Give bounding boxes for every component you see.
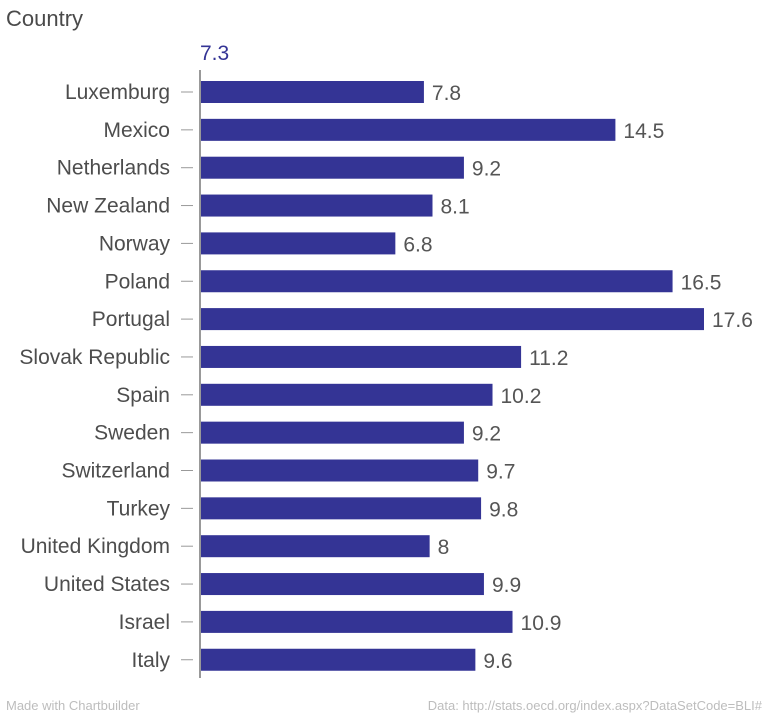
- bar-value-label: 7.8: [432, 82, 461, 105]
- bar: [201, 459, 479, 482]
- bar-value-label: 17.6: [712, 309, 753, 332]
- category-label: Switzerland: [61, 460, 170, 483]
- category-label: Italy: [131, 649, 170, 672]
- bar: [201, 270, 673, 293]
- bar: [201, 648, 476, 671]
- category-label: Israel: [119, 611, 170, 634]
- category-label: Spain: [116, 384, 170, 407]
- bar: [201, 383, 493, 406]
- chart-title: Country: [6, 6, 83, 31]
- category-label: United Kingdom: [21, 535, 170, 558]
- top-value-label: 7.3: [200, 42, 229, 65]
- bar: [201, 118, 616, 141]
- category-label: Mexico: [103, 119, 170, 142]
- footer-credit: Made with Chartbuilder: [6, 698, 140, 713]
- category-label: Norway: [99, 232, 171, 255]
- category-label: United States: [44, 573, 170, 596]
- bars-group: Luxemburg 7.8 Mexico 14.5 Netherlands 9.2 New …: [19, 81, 753, 673]
- bar-value-label: 9.6: [483, 650, 512, 673]
- bar: [201, 573, 484, 596]
- bar-value-label: 10.2: [501, 385, 542, 408]
- bar-value-label: 14.5: [623, 120, 664, 143]
- bar-value-label: 11.2: [529, 347, 568, 370]
- bar-value-label: 9.7: [486, 461, 515, 484]
- bar-value-label: 10.9: [521, 612, 562, 635]
- bar: [201, 497, 482, 520]
- bar: [201, 308, 704, 331]
- category-label: Slovak Republic: [19, 346, 170, 369]
- category-label: Portugal: [92, 308, 170, 331]
- bar: [201, 345, 522, 368]
- category-label: New Zealand: [46, 195, 170, 218]
- bar: [201, 156, 464, 179]
- bar: [201, 81, 424, 103]
- footer-source: Data: http://stats.oecd.org/index.aspx?D…: [428, 698, 763, 713]
- category-label: Poland: [105, 270, 170, 293]
- category-label: Turkey: [107, 497, 171, 520]
- bar-value-label: 16.5: [681, 271, 722, 294]
- bar: [201, 194, 433, 217]
- bar: [201, 232, 396, 255]
- category-label: Sweden: [94, 422, 170, 445]
- bar-value-label: 9.2: [472, 423, 501, 446]
- bar: [201, 610, 513, 633]
- category-label: Netherlands: [57, 157, 170, 180]
- bar: [201, 535, 430, 558]
- bar-value-label: 9.8: [489, 498, 518, 521]
- category-label: Luxemburg: [65, 81, 170, 104]
- bar-value-label: 8.1: [440, 196, 469, 219]
- bar: [201, 421, 464, 444]
- bar-value-label: 9.9: [492, 574, 521, 597]
- bar-value-label: 6.8: [403, 233, 432, 256]
- bar-value-label: 8: [438, 536, 450, 559]
- bar-value-label: 9.2: [472, 158, 501, 181]
